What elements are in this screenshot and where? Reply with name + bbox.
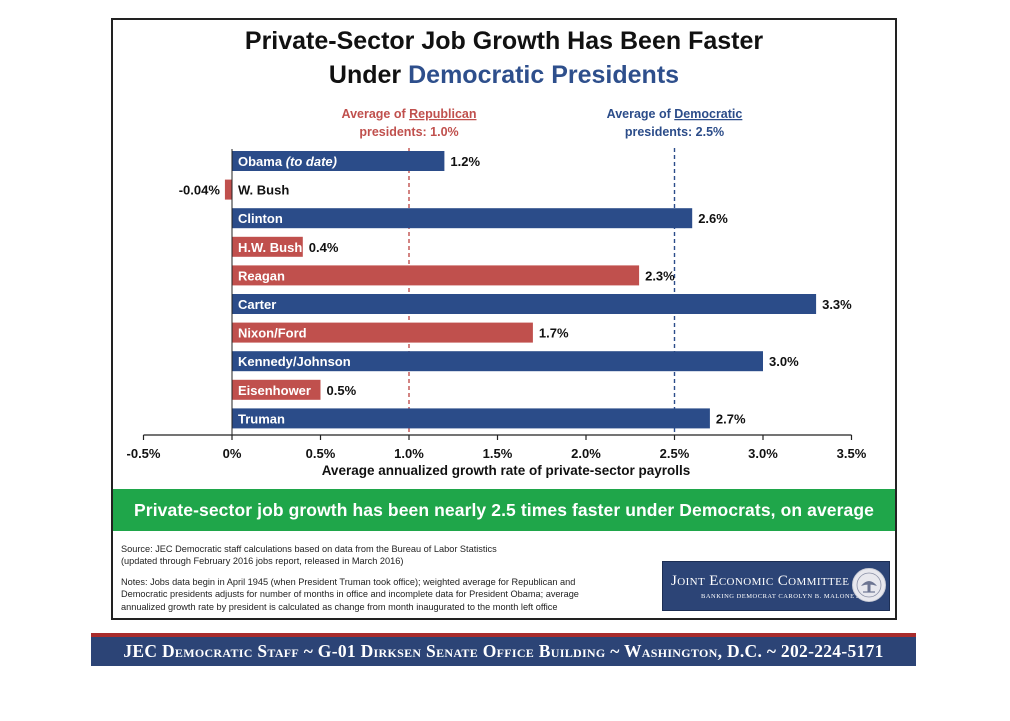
jec-logo-subtitle: BANKING DEMOCRAT CAROLYN B. MALONEY xyxy=(701,593,860,600)
title-line-2-prefix: Under xyxy=(328,61,409,89)
x-axis-label: Average annualized growth rate of privat… xyxy=(322,463,691,478)
bar-label: Carter xyxy=(238,297,276,312)
bar-label: Nixon/Ford xyxy=(238,326,307,341)
value-label: -0.04% xyxy=(179,183,221,198)
notes: Notes: Jobs data begin in April 1945 (wh… xyxy=(121,576,656,613)
value-label: 2.6% xyxy=(698,211,728,226)
bar-3 xyxy=(232,236,303,257)
bar-label: Truman xyxy=(238,411,285,426)
bar-4 xyxy=(232,265,640,286)
jec-logo-name: Joint Economic Committee xyxy=(671,573,850,589)
bar-label: Obama (to date) xyxy=(238,154,337,169)
x-tick-label: 0% xyxy=(223,446,242,461)
avg-label-R: Average of Republican xyxy=(342,107,477,121)
x-axis: -0.5% 0% 0.5% 1.0% 1.5% 2.0% 2.5% 3.0% 3.5% xyxy=(127,149,867,461)
bar-5 xyxy=(232,294,817,314)
bar-8 xyxy=(232,379,321,400)
x-tick-label: -0.5% xyxy=(127,446,161,461)
value-label: 0.5% xyxy=(327,383,357,398)
avg-label-D-line2: presidents: 2.5% xyxy=(625,125,724,139)
bar-label: W. Bush xyxy=(238,183,289,198)
bar-label: Clinton xyxy=(238,211,283,226)
x-tick-label: 3.0% xyxy=(748,446,778,461)
bar-0 xyxy=(232,151,445,171)
value-label: 1.7% xyxy=(539,326,569,341)
value-label: 2.3% xyxy=(645,268,675,283)
bar-label: Kennedy/Johnson xyxy=(238,354,351,369)
bar-2 xyxy=(232,208,693,229)
footer-contact-bar: JEC Democratic Staff ~ G-01 Dirksen Sena… xyxy=(91,633,916,666)
title-line-2: Under Democratic Presidents xyxy=(111,58,897,92)
jec-logo: Joint Economic Committee BANKING DEMOCRA… xyxy=(662,561,890,611)
x-tick-label: 0.5% xyxy=(306,446,336,461)
bar-1 xyxy=(224,179,232,200)
notes-line-1: Notes: Jobs data begin in April 1945 (wh… xyxy=(121,577,576,587)
notes-line-2: Democratic presidents adjusts for number… xyxy=(121,589,579,600)
x-tick-label: 1.5% xyxy=(483,446,513,461)
x-tick-label: 2.5% xyxy=(660,446,690,461)
avg-label-R-line2: presidents: 1.0% xyxy=(359,125,458,139)
jec-seal-icon xyxy=(852,568,886,602)
reference-lines: Average of Republican presidents: 1.0% Ave… xyxy=(342,107,743,435)
bar-9 xyxy=(232,408,710,429)
source-line-2: (updated through February 2016 jobs repo… xyxy=(121,556,404,567)
bar-label: Reagan xyxy=(238,268,285,283)
bar-7 xyxy=(232,351,763,372)
bar-label: H.W. Bush xyxy=(238,240,302,255)
bars: Obama (to date) 1.2% W. Bush -0.04% Clinton 2… xyxy=(179,151,852,429)
summary-banner: Private-sector job growth has been nearl… xyxy=(113,489,895,531)
notes-line-3: annualized growth rate by president is c… xyxy=(121,601,558,612)
value-label: 3.3% xyxy=(822,297,852,312)
value-label: 3.0% xyxy=(769,354,799,369)
value-label: 1.2% xyxy=(450,154,480,169)
bar-label: Eisenhower xyxy=(238,383,311,398)
x-tick-label: 2.0% xyxy=(571,446,601,461)
bar-6 xyxy=(232,322,533,343)
title-line-1: Private-Sector Job Growth Has Been Faste… xyxy=(244,27,764,55)
x-tick-label: 3.5% xyxy=(837,446,867,461)
chart-title: Private-Sector Job Growth Has Been Faste… xyxy=(111,24,897,92)
value-label: 2.7% xyxy=(716,411,746,426)
source-note: Source: JEC Democratic staff calculation… xyxy=(121,543,641,568)
title-line-2-emphasis: Democratic Presidents xyxy=(408,61,680,89)
x-tick-label: 1.0% xyxy=(394,446,424,461)
value-label: 0.4% xyxy=(309,240,339,255)
avg-label-D: Average of Democratic xyxy=(607,107,743,121)
source-line-1: Source: JEC Democratic staff calculation… xyxy=(121,544,497,554)
